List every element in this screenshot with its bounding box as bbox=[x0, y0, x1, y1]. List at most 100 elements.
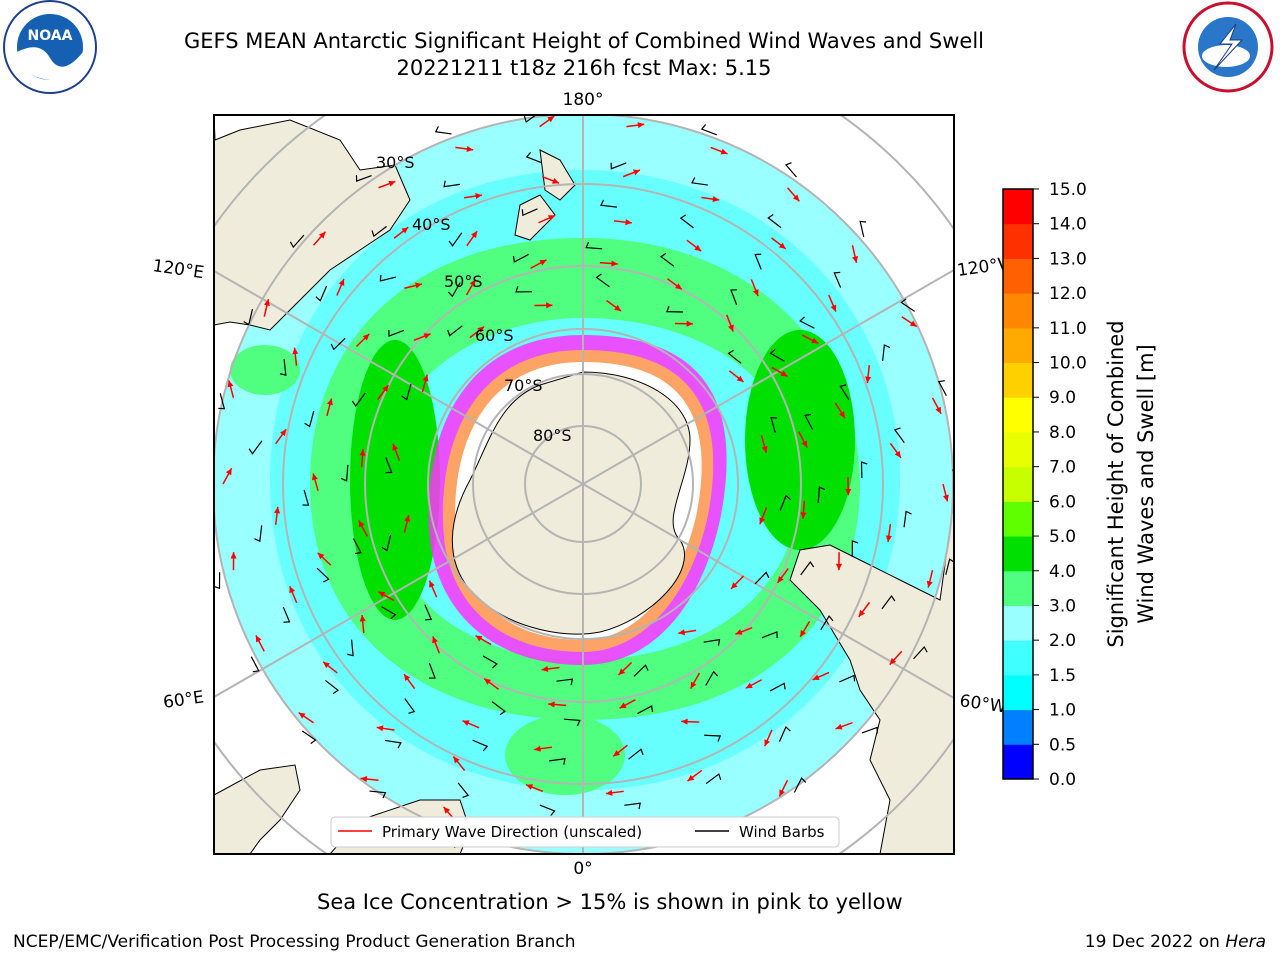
colorbar-segment bbox=[1003, 744, 1033, 780]
wave-direction-arrowhead bbox=[422, 374, 429, 382]
wave-direction-arrowhead bbox=[852, 255, 859, 263]
wave-direction-arrowhead bbox=[618, 668, 626, 675]
wind-barb bbox=[767, 214, 782, 229]
wave-direction-arrowhead bbox=[362, 333, 370, 341]
wind-barb bbox=[248, 440, 263, 455]
colorbar-segment bbox=[1003, 640, 1033, 676]
noaa-logo-text: NOAA bbox=[28, 28, 73, 44]
wind-barb bbox=[340, 464, 349, 482]
wave-direction-arrowhead bbox=[392, 443, 399, 451]
wave-direction-arrowhead bbox=[858, 609, 865, 617]
wind-barb bbox=[385, 457, 393, 474]
map-legend: Primary Wave Direction (unscaled) Wind B… bbox=[330, 816, 840, 848]
wind-barb bbox=[282, 606, 291, 623]
wave-direction-arrowhead bbox=[423, 333, 431, 339]
colorbar-tick-label: 4.0 bbox=[1049, 562, 1076, 582]
wave-direction-arrowhead bbox=[801, 440, 808, 448]
wave-direction-arrowhead bbox=[317, 552, 325, 560]
wave-direction-arrowhead bbox=[376, 725, 384, 732]
colorbar-segment bbox=[1003, 258, 1033, 294]
wave-direction-arrowhead bbox=[289, 586, 296, 594]
wave-height-band-3-4 bbox=[310, 238, 860, 720]
colorbar-tick-label: 1.5 bbox=[1049, 666, 1076, 686]
wind-barb bbox=[851, 540, 859, 557]
wave-direction-arrowhead bbox=[942, 494, 949, 502]
wind-barb bbox=[882, 344, 891, 361]
wave-direction-arrowhead bbox=[477, 326, 485, 333]
colorbar-tick-label: 15.0 bbox=[1049, 180, 1087, 200]
colorbar-tick-label: 12.0 bbox=[1049, 284, 1087, 304]
wave-direction-arrowhead bbox=[453, 756, 460, 764]
colorbar-tick-label: 11.0 bbox=[1049, 319, 1087, 339]
wave-direction-arrowhead bbox=[830, 304, 837, 312]
wave-direction-arrowhead bbox=[359, 615, 366, 622]
wind-barb bbox=[754, 571, 770, 585]
wind-barb bbox=[730, 289, 738, 306]
wind-barb bbox=[859, 220, 867, 238]
colorbar-segment bbox=[1003, 293, 1033, 329]
wind-barb bbox=[903, 510, 912, 528]
wave-direction-arrowhead bbox=[678, 629, 686, 636]
wind-barb bbox=[457, 782, 470, 798]
wind-barb bbox=[600, 199, 617, 208]
wave-direction-arrowhead bbox=[735, 629, 743, 635]
wind-barb bbox=[381, 534, 392, 552]
footer-credit: NCEP/EMC/Verification Post Processing Pr… bbox=[13, 932, 576, 952]
wind-barb bbox=[218, 393, 226, 410]
wind-barb bbox=[351, 392, 366, 407]
wave-direction-arrowhead bbox=[865, 376, 872, 384]
lon-label-0: 0° bbox=[573, 859, 592, 879]
wave-direction-arrowhead bbox=[404, 674, 411, 682]
wave-direction-arrowhead bbox=[280, 429, 287, 437]
lat-label-30s: 30°S bbox=[376, 153, 415, 172]
wind-barb bbox=[443, 180, 461, 188]
latitude-labels: 30°S 40°S 50°S 60°S 70°S 80°S bbox=[376, 153, 572, 445]
wave-direction-arrowhead bbox=[466, 145, 474, 153]
chart-title: GEFS MEAN Antarctic Significant Height o… bbox=[183, 29, 985, 53]
wind-barb bbox=[913, 645, 928, 660]
wind-barb bbox=[289, 234, 305, 249]
lon-label-60w: 60°W bbox=[958, 691, 1007, 717]
wind-barb bbox=[945, 558, 954, 575]
wave-direction-arrowhead bbox=[728, 324, 734, 332]
wave-direction-arrowhead bbox=[475, 635, 483, 642]
wave-direction-arrowhead bbox=[274, 506, 281, 514]
wind-barb bbox=[404, 698, 416, 714]
wind-barb bbox=[401, 383, 412, 401]
wave-direction-arrowhead bbox=[475, 193, 482, 200]
wind-barb bbox=[447, 282, 461, 298]
colorbar-label: Wind Waves and Swell [m] bbox=[1134, 344, 1158, 624]
wave-direction-arrowhead bbox=[539, 259, 547, 266]
wind-barb bbox=[279, 359, 287, 376]
wind-barb bbox=[585, 241, 603, 250]
south-america-land bbox=[789, 499, 954, 854]
wind-barb bbox=[761, 631, 778, 639]
wave-direction-arrowhead bbox=[415, 282, 422, 289]
wind-barb bbox=[491, 701, 506, 716]
wave-direction-arrowhead bbox=[835, 723, 843, 730]
wave-direction-arrowhead bbox=[632, 169, 640, 176]
legend-wind-barbs: Wind Barbs bbox=[739, 823, 825, 841]
wind-barb bbox=[347, 639, 354, 657]
wind-barb bbox=[302, 489, 310, 506]
wind-barb bbox=[379, 274, 397, 282]
wind-barb bbox=[381, 606, 397, 620]
wave-direction-arrowhead bbox=[885, 535, 892, 543]
wave-direction-arrowhead bbox=[319, 231, 326, 239]
wind-barb bbox=[512, 253, 529, 263]
wind-barb bbox=[325, 679, 340, 695]
colorbar-tick-label: 14.0 bbox=[1049, 215, 1087, 235]
wave-direction-arrowhead bbox=[889, 657, 897, 665]
colorbar-segment bbox=[1003, 674, 1033, 711]
wind-barb bbox=[660, 252, 675, 267]
wind-barb bbox=[369, 790, 387, 799]
colorbar-segment bbox=[1003, 466, 1033, 502]
wind-barb bbox=[316, 567, 330, 583]
wave-direction-arrowhead bbox=[731, 582, 738, 589]
wave-direction-arrowhead bbox=[935, 406, 942, 414]
wind-barb bbox=[352, 538, 362, 555]
colorbar-tick-label: 2.0 bbox=[1049, 631, 1076, 651]
wind-barb bbox=[330, 337, 346, 351]
wave-direction-arrowhead bbox=[779, 789, 785, 797]
wind-barb bbox=[893, 427, 905, 444]
